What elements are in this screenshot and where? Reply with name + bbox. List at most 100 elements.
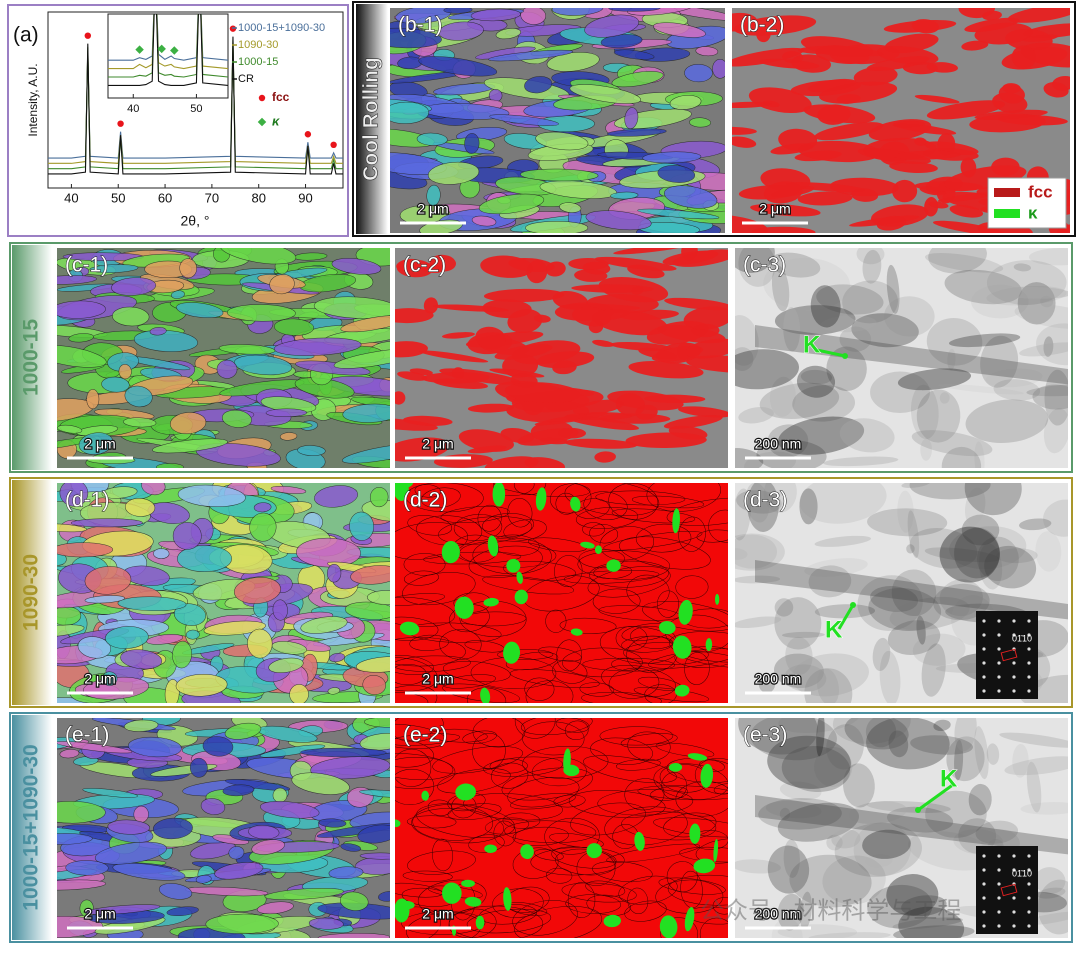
grain: [681, 248, 698, 261]
grain: [432, 838, 453, 872]
grain: [582, 522, 605, 537]
grain: [570, 496, 581, 512]
legend-entry: 1000-15: [238, 56, 278, 68]
grain: [395, 685, 438, 703]
grain: [480, 687, 491, 703]
grain: [920, 438, 932, 461]
grain: [57, 424, 83, 434]
grain: [559, 202, 582, 213]
grain: [769, 376, 796, 417]
grain: [634, 831, 645, 851]
grain: [84, 566, 132, 595]
grain: [189, 757, 208, 778]
grain: [982, 10, 1002, 21]
grain: [844, 718, 909, 750]
grain: [954, 718, 977, 752]
grain: [166, 906, 199, 917]
grain: [503, 887, 512, 911]
grain: [416, 803, 515, 838]
grain: [1040, 295, 1054, 308]
grain: [732, 126, 757, 135]
grain: [658, 621, 676, 635]
grain: [416, 132, 448, 146]
grain: [395, 418, 438, 431]
diffraction-pattern: [976, 846, 1038, 934]
grain: [313, 296, 390, 319]
grain: [961, 40, 989, 51]
grain: [520, 844, 534, 860]
grain: [618, 875, 678, 905]
grain: [998, 84, 1025, 104]
diffraction-spot: [997, 924, 1001, 928]
grain: [524, 76, 553, 94]
tem-feature: [755, 325, 1068, 385]
grain: [483, 756, 564, 777]
panel-label: (b-1): [398, 14, 442, 37]
grain: [489, 114, 559, 126]
grain: [594, 545, 602, 555]
annotation-arrow: [816, 348, 846, 358]
grain: [409, 634, 449, 651]
grain: [606, 559, 621, 572]
grain: [219, 248, 297, 265]
grain: [910, 384, 939, 440]
grain: [421, 372, 490, 384]
grain: [248, 825, 280, 840]
grain: [447, 803, 502, 821]
grain: [195, 874, 212, 884]
grain: [551, 8, 604, 16]
x-tick-label: 70: [205, 190, 219, 205]
grain: [925, 252, 1004, 273]
grain: [732, 47, 804, 67]
grain: [667, 874, 728, 906]
grain: [118, 364, 132, 380]
grain: [378, 891, 390, 902]
x-tick-label: 80: [251, 190, 265, 205]
grain: [112, 306, 150, 327]
micrograph: [395, 718, 728, 938]
annotation-arrowhead: [850, 602, 856, 608]
grain: [839, 418, 895, 453]
grain: [367, 590, 390, 605]
grain: [865, 718, 897, 748]
grain: [570, 628, 583, 636]
grain: [349, 511, 374, 541]
grain: [814, 746, 853, 787]
grain: [152, 438, 228, 454]
diffraction-spot: [1012, 924, 1016, 928]
grain: [604, 806, 688, 846]
grain: [483, 288, 565, 303]
x-tick-label: 90: [298, 190, 312, 205]
grain: [489, 368, 545, 378]
grain: [712, 58, 725, 79]
grain: [84, 904, 161, 915]
grain: [926, 318, 983, 366]
grain: [789, 854, 872, 908]
panel-label: (c-1): [65, 254, 108, 277]
grain: [758, 798, 842, 830]
grain: [672, 635, 692, 659]
grain: [867, 508, 948, 537]
grain: [613, 248, 695, 255]
grain: [603, 914, 622, 928]
grain: [535, 131, 589, 151]
grain: [911, 19, 940, 34]
grain: [327, 687, 341, 695]
grain: [544, 817, 600, 855]
diffraction-spot: [1027, 633, 1031, 637]
row-label: Cool Rolling: [360, 57, 383, 181]
grain: [472, 732, 506, 769]
diffraction-spot: [1027, 619, 1031, 623]
diffraction-spot: [997, 675, 1001, 679]
grain: [478, 193, 545, 215]
grain: [843, 763, 875, 808]
grain: [653, 22, 706, 38]
grain: [442, 661, 511, 683]
grain: [522, 721, 585, 756]
grain: [300, 616, 348, 634]
grain: [395, 819, 401, 828]
grain: [867, 884, 933, 929]
diffraction-spot: [1027, 854, 1031, 858]
grain: [395, 753, 454, 780]
